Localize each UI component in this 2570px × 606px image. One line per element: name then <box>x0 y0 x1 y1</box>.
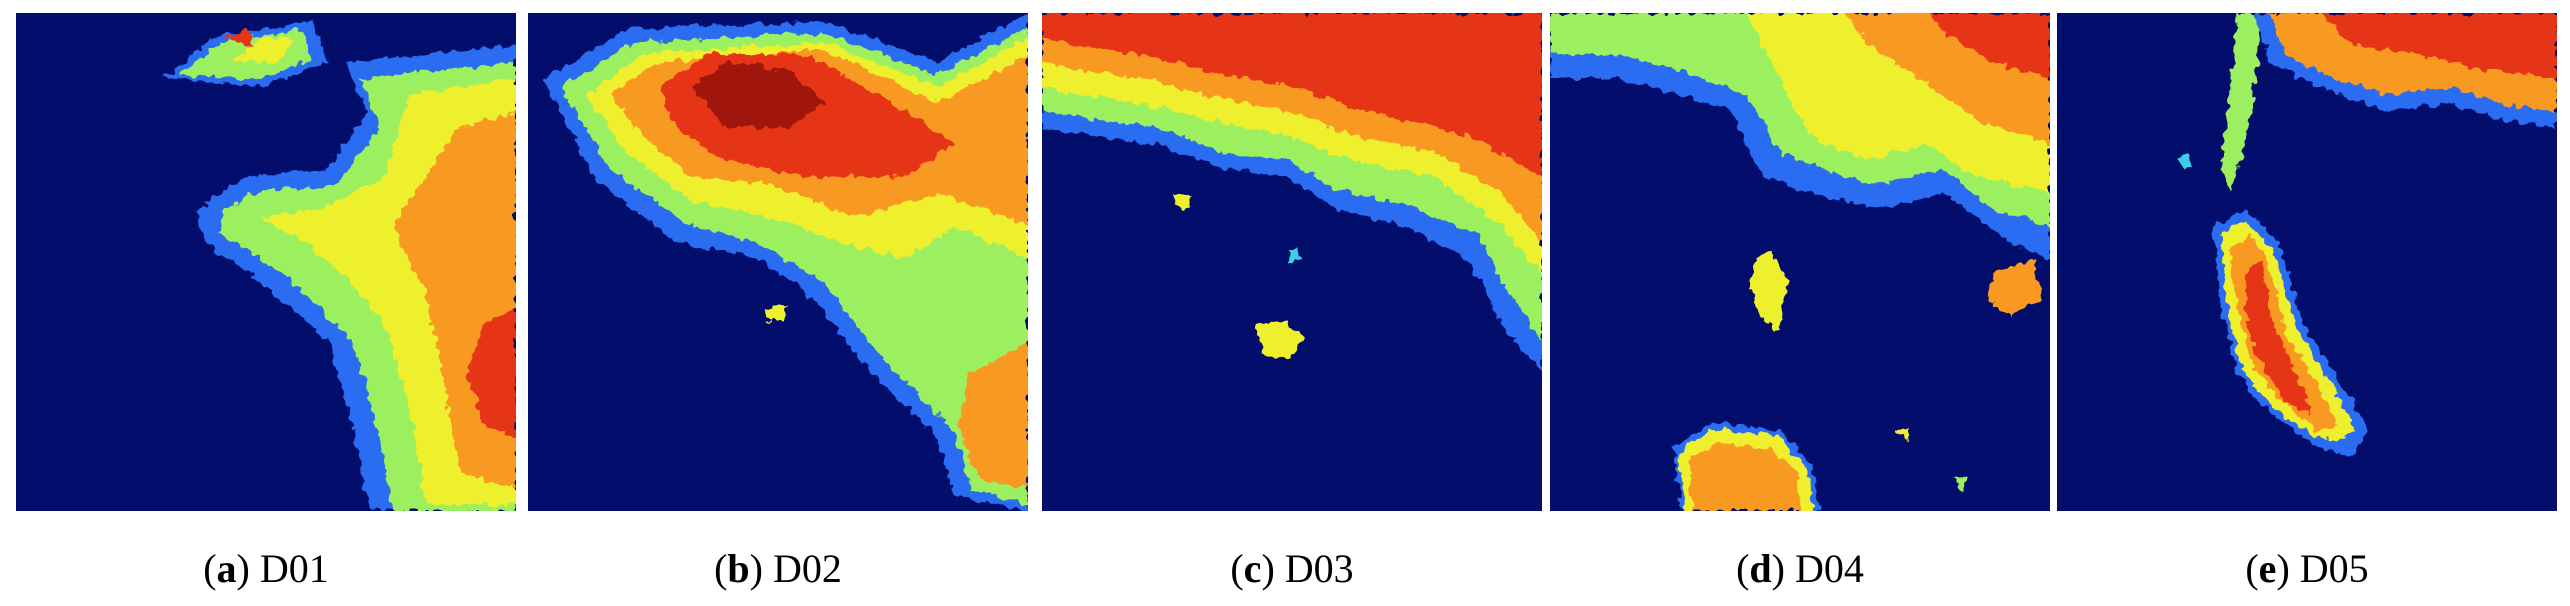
panel-caption: (e) D05 <box>2057 545 2557 593</box>
panel-caption: (c) D03 <box>1042 545 1542 593</box>
caption-text: ) D03 <box>1261 546 1354 591</box>
caption-text: ) D02 <box>749 546 842 591</box>
caption-letter: c <box>1243 546 1262 591</box>
terrain <box>163 21 516 511</box>
panel-caption: (b) D02 <box>528 545 1028 593</box>
caption-open: ( <box>714 546 728 591</box>
panel-caption: (a) D01 <box>16 545 516 593</box>
terrain-region <box>1750 250 1788 333</box>
panel-caption: (d) D04 <box>1550 545 2050 593</box>
caption-text: ) D04 <box>1771 546 1864 591</box>
panel-image <box>2057 13 2557 511</box>
terrain-region <box>957 340 1028 489</box>
panel-image <box>528 13 1028 511</box>
terrain-region <box>2245 258 2312 415</box>
terrain-region <box>229 37 295 63</box>
terrain <box>1042 13 1542 374</box>
panel-image <box>1042 13 1542 511</box>
terrain-region <box>1042 13 1542 177</box>
caption-letter: e <box>2258 546 2277 591</box>
terrain-region <box>225 27 256 46</box>
caption-open: ( <box>203 546 217 591</box>
caption-open: ( <box>1736 546 1750 591</box>
terrain-region <box>691 62 824 128</box>
terrain-region <box>2220 13 2262 194</box>
caption-letter: a <box>216 546 237 591</box>
caption-letter: b <box>727 546 750 591</box>
terrain <box>544 13 1028 511</box>
terrain-region <box>466 307 516 439</box>
terrain-region <box>1894 427 1911 441</box>
caption-letter: d <box>1749 546 1772 591</box>
terrain-region <box>1173 193 1193 210</box>
caption-open: ( <box>1230 546 1244 591</box>
caption-text: ) D01 <box>236 546 329 591</box>
terrain-region <box>1687 442 1803 511</box>
terrain-region <box>2179 152 2192 171</box>
panel-image <box>1550 13 2050 511</box>
caption-open: ( <box>2245 546 2259 591</box>
terrain-region <box>765 304 788 321</box>
terrain-region <box>1951 476 1969 490</box>
terrain-region <box>1989 258 2042 317</box>
terrain-region <box>2319 13 2557 79</box>
terrain <box>2179 13 2557 456</box>
terrain <box>1550 13 2050 511</box>
terrain-region <box>1287 247 1300 262</box>
terrain-region <box>1927 13 2050 79</box>
caption-text: ) D05 <box>2276 546 2369 591</box>
terrain-region <box>1255 320 1305 361</box>
panel-image <box>16 13 516 511</box>
